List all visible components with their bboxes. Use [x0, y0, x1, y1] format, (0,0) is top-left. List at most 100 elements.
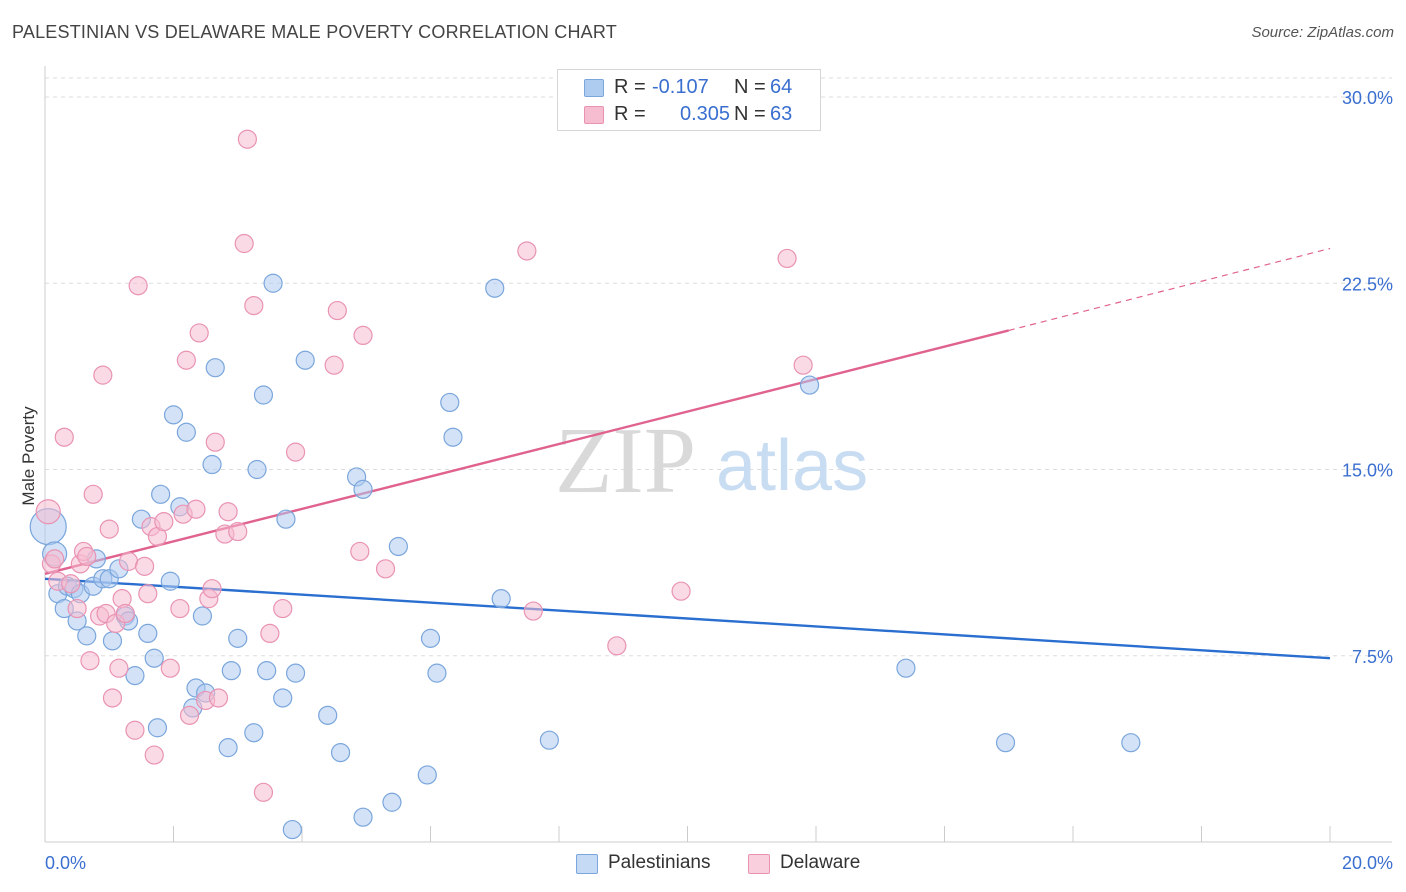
- palestinians-point: [995, 733, 1016, 753]
- y-axis-label: Male Poverty: [19, 406, 38, 506]
- watermark: ZIP atlas: [555, 409, 868, 513]
- palestinians-point: [417, 765, 437, 785]
- delaware-point: [93, 365, 113, 385]
- palestinians-point: [318, 705, 338, 725]
- palestinians-point: [138, 623, 158, 644]
- tick-labels: 7.5% 15.0% 22.5% 30.0% 0.0% 20.0%: [45, 88, 1393, 873]
- delaware-point: [324, 355, 344, 375]
- delaware-trend-line: [44, 329, 1010, 575]
- palestinians-point: [285, 663, 306, 683]
- delaware-point: [102, 688, 123, 708]
- delaware-point: [179, 705, 200, 725]
- delaware-point: [607, 636, 627, 656]
- legend-n-label: N =: [734, 103, 766, 125]
- palestinians-point: [273, 688, 293, 708]
- palestinians-point: [330, 742, 351, 763]
- palestinians-point: [151, 484, 171, 504]
- palestinians-point: [160, 571, 180, 591]
- chart-title: PALESTINIAN VS DELAWARE MALE POVERTY COR…: [12, 22, 617, 42]
- delaware-point: [115, 603, 135, 624]
- delaware-point: [83, 484, 103, 504]
- palestinians-point: [144, 648, 164, 668]
- palestinians-point: [263, 273, 283, 293]
- delaware-point: [144, 745, 164, 765]
- legend-r-label: R =: [614, 103, 646, 125]
- axes: [44, 66, 1392, 843]
- x-tick-label: 20.0%: [1342, 853, 1393, 873]
- palestinians-point: [282, 819, 302, 840]
- delaware-point: [234, 233, 254, 254]
- palestinians-point: [443, 427, 463, 447]
- delaware-point: [253, 782, 274, 802]
- delaware-point: [54, 427, 74, 447]
- delaware-point: [218, 502, 238, 522]
- palestinians-point: [253, 385, 274, 405]
- bottom-legend-label: Palestinians: [608, 852, 711, 873]
- watermark-atlas: atlas: [716, 426, 868, 506]
- palestinians-trend-line: [44, 577, 1331, 660]
- palestinians-point: [1121, 733, 1141, 753]
- legend-r-label: R =: [614, 76, 646, 98]
- delaware-point: [99, 519, 119, 539]
- delaware-point: [273, 598, 293, 619]
- palestinians-point: [295, 350, 315, 370]
- palestinians-point: [147, 718, 168, 738]
- legend-swatch-pink: [584, 106, 604, 124]
- palestinians-point: [382, 792, 402, 812]
- delaware-point: [67, 598, 87, 619]
- delaware-point: [35, 499, 61, 525]
- palestinians-point: [228, 628, 248, 648]
- grid-lines: [45, 77, 1392, 657]
- bottom-legend-swatch-pink: [748, 854, 770, 874]
- palestinians-point: [353, 479, 373, 499]
- palestinians-point: [163, 405, 184, 425]
- palestinians-point: [388, 536, 408, 557]
- y-tick-label: 7.5%: [1352, 647, 1393, 667]
- delaware-point: [128, 276, 148, 296]
- delaware-trend-extension: [1008, 247, 1331, 332]
- delaware-point: [517, 241, 537, 261]
- y-tick-label: 15.0%: [1342, 461, 1393, 481]
- delaware-point: [285, 442, 306, 462]
- legend-r-value: 0.305: [680, 103, 731, 125]
- palestinians-point: [485, 278, 505, 298]
- delaware-point: [523, 601, 543, 621]
- palestinians-point: [205, 358, 225, 378]
- delaware-point: [45, 549, 65, 569]
- legend-n-value: 63: [770, 103, 793, 125]
- delaware-point: [350, 541, 370, 562]
- palestinians-point: [353, 807, 373, 827]
- delaware-point: [327, 300, 347, 321]
- delaware-point: [134, 556, 155, 576]
- delaware-point: [375, 559, 396, 579]
- palestinians-point: [276, 509, 296, 529]
- palestinians-point: [192, 606, 213, 626]
- legend-r-value: -0.107: [652, 76, 709, 98]
- delaware-point: [244, 296, 264, 316]
- delaware-point: [260, 623, 280, 644]
- legend-swatch-blue: [584, 79, 604, 97]
- delaware-point: [228, 521, 248, 542]
- palestinians-point: [427, 663, 447, 683]
- palestinians-point: [799, 375, 820, 395]
- delaware-point: [77, 546, 97, 567]
- palestinians-point: [539, 730, 559, 750]
- delaware-point: [80, 651, 100, 671]
- palestinians-point: [247, 459, 267, 480]
- trend-lines: [44, 247, 1331, 660]
- data-points: [29, 129, 1141, 840]
- palestinians-point: [896, 658, 916, 678]
- delaware-point: [208, 688, 229, 708]
- delaware-point: [793, 355, 813, 375]
- y-tick-label: 22.5%: [1342, 274, 1393, 294]
- bottom-legend: Palestinians Delaware: [0, 852, 1406, 878]
- palestinians-point: [257, 661, 277, 681]
- delaware-point: [202, 579, 222, 599]
- palestinians-point: [125, 666, 145, 686]
- delaware-point: [118, 551, 139, 571]
- palestinians-point: [218, 738, 238, 758]
- y-tick-label: 30.0%: [1342, 88, 1393, 108]
- palestinians-point: [244, 723, 264, 743]
- delaware-point: [205, 432, 225, 452]
